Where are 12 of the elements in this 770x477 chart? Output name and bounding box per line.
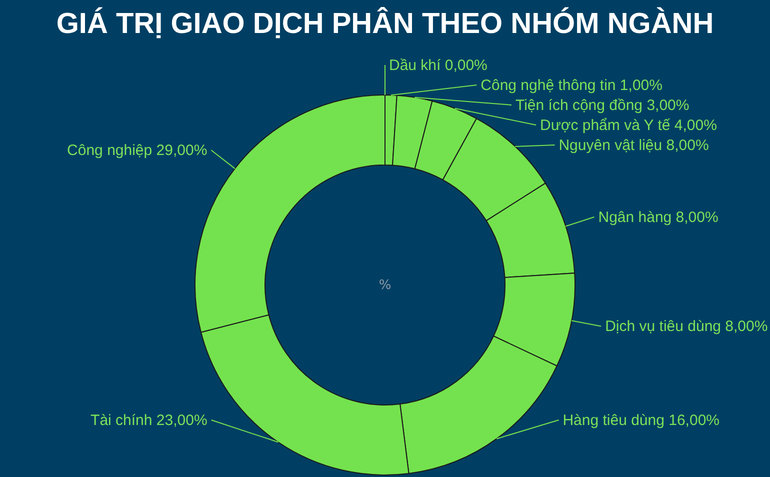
- slice-label: Công nghiệp 29,00%: [67, 142, 208, 160]
- slice-label: Ngân hàng 8,00%: [598, 209, 718, 226]
- chart-title: GIÁ TRỊ GIAO DỊCH PHÂN THEO NHÓM NGÀNH: [56, 7, 714, 40]
- slice-label: Dịch vụ tiêu dùng 8,00%: [605, 318, 768, 336]
- slice-label: Công nghệ thông tin 1,00%: [480, 77, 662, 94]
- slice-label: Tài chính 23,00%: [90, 412, 208, 429]
- slice-label: Dược phẩm và Y tế 4,00%: [540, 117, 717, 134]
- category-label: Dầu khí 0,00%: [389, 57, 488, 74]
- text: %: [378, 278, 392, 293]
- slice-label: Tiện ích cộng đồng 3,00%: [515, 97, 690, 114]
- slice-label: Hàng tiêu dùng 16,00%: [562, 412, 720, 429]
- slice-label: Nguyên vật liệu 8,00%: [558, 137, 709, 154]
